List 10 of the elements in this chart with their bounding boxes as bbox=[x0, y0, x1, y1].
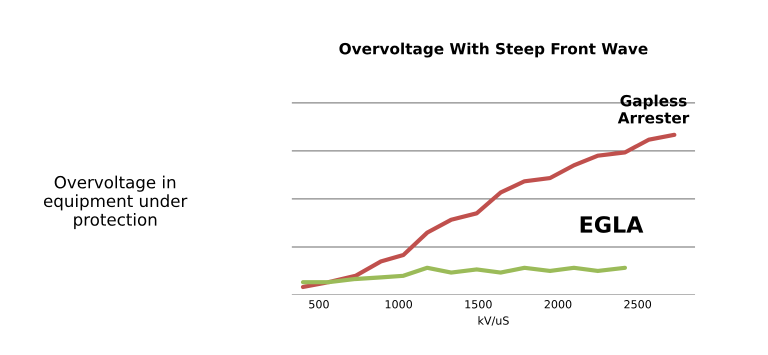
x-tick-label: 2500 bbox=[624, 300, 652, 308]
chart-title: Overvoltage With Steep Front Wave bbox=[339, 42, 648, 58]
x-tick-label: 1000 bbox=[386, 300, 412, 308]
text: Overvoltage in equipment under protection bbox=[44, 176, 188, 230]
series-label: EGLA bbox=[580, 216, 644, 233]
x-tick-label: 500 bbox=[309, 300, 329, 308]
x-axis-title: kV/uS bbox=[478, 316, 509, 326]
x-tick-label: 2000 bbox=[544, 300, 572, 308]
x-tick-label: 1500 bbox=[465, 300, 492, 308]
series-label: Gapless Arrester bbox=[618, 94, 690, 124]
